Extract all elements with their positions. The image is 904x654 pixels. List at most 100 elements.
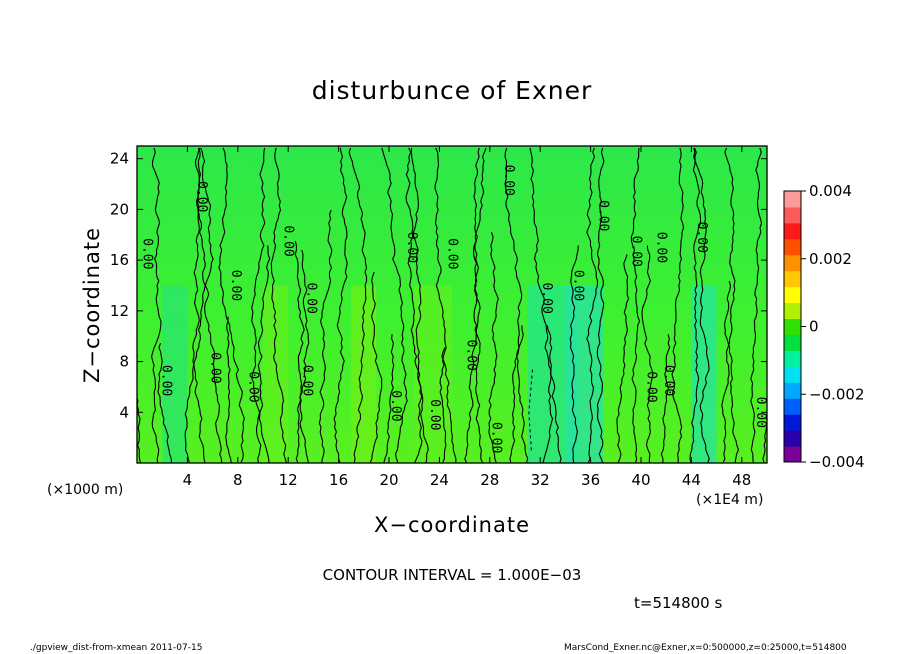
x-tick-label: 36 bbox=[581, 471, 600, 489]
contour-label: 0.00 bbox=[194, 181, 209, 212]
contour-label: 0.00 bbox=[463, 340, 478, 371]
contour-label: 0.00 bbox=[445, 238, 460, 269]
contour-label: 0.00 bbox=[300, 365, 315, 396]
y-tick-label: 16 bbox=[110, 251, 129, 269]
contour-line bbox=[529, 147, 554, 463]
contour-label: 0.00 bbox=[158, 365, 173, 396]
y-tick-label: 20 bbox=[110, 200, 129, 218]
contour-label: 0.00 bbox=[644, 371, 659, 402]
y-axis-label: Z−coordinate bbox=[80, 227, 104, 383]
y-tick-label: 12 bbox=[110, 302, 129, 320]
colorbar-tick-label: 0 bbox=[809, 318, 819, 336]
contour-line bbox=[348, 147, 368, 463]
contour-line bbox=[464, 147, 481, 463]
contour-line bbox=[596, 147, 605, 463]
contour-label: 0.00 bbox=[281, 225, 296, 256]
contour-line bbox=[157, 343, 172, 463]
colorbar-swatch bbox=[784, 446, 801, 463]
plot-frame bbox=[136, 145, 768, 464]
contour-label: 0.00 bbox=[654, 232, 669, 263]
contour-line bbox=[218, 147, 232, 463]
colorbar-swatch bbox=[784, 318, 801, 335]
colorbar-swatch bbox=[784, 366, 801, 383]
y-tick-label: 4 bbox=[119, 403, 129, 421]
x-tick-label: 24 bbox=[430, 471, 449, 489]
contour-line bbox=[251, 147, 270, 463]
colorbar-swatch bbox=[784, 254, 801, 272]
contour-line bbox=[641, 245, 654, 463]
contour-line bbox=[151, 147, 162, 463]
contour-label: 0.00 bbox=[539, 283, 554, 314]
contour-line bbox=[434, 147, 447, 463]
contour-line-negative bbox=[528, 367, 534, 451]
contour-line bbox=[192, 147, 206, 463]
field-anomaly bbox=[565, 285, 604, 463]
contour-line bbox=[137, 337, 142, 463]
contour-line bbox=[488, 232, 499, 463]
colorbar-swatch bbox=[784, 206, 801, 224]
contour-line bbox=[671, 147, 685, 463]
contour-line bbox=[616, 254, 630, 463]
footer-script-info: ./gpview_dist-from-xmean 2011-07-15 bbox=[30, 643, 203, 653]
contour-label: 0.00 bbox=[628, 236, 643, 267]
colorbar-swatch bbox=[784, 350, 801, 367]
x-axis-scale-note: (×1E4 m) bbox=[696, 492, 764, 508]
contour-line bbox=[660, 334, 671, 463]
contour-label: 0.00 bbox=[694, 222, 709, 253]
colorbar-tick-label: 0.004 bbox=[809, 182, 852, 200]
colorbar-swatch bbox=[784, 334, 801, 351]
contour-label: 0.00 bbox=[489, 422, 504, 453]
x-tick-label: 44 bbox=[682, 471, 701, 489]
x-tick-label: 32 bbox=[531, 471, 550, 489]
contour-line bbox=[200, 147, 223, 463]
contour-line bbox=[693, 147, 710, 463]
x-tick-label: 20 bbox=[379, 471, 398, 489]
colorbar-swatch bbox=[784, 302, 801, 320]
contour-label: 0.00 bbox=[303, 283, 318, 314]
chart-title: disturbunce of Exner bbox=[311, 76, 593, 105]
colorbar-swatch bbox=[784, 270, 801, 288]
contour-label: 0.00 bbox=[661, 365, 676, 396]
contour-line bbox=[721, 147, 736, 463]
contour-label: 0.00 bbox=[753, 397, 768, 428]
x-tick-label: 28 bbox=[480, 471, 499, 489]
colorbar-tick-label: −0.004 bbox=[809, 453, 865, 471]
contour-line bbox=[381, 147, 408, 463]
x-axis-label: X−coordinate bbox=[374, 513, 530, 537]
y-tick-label: 8 bbox=[119, 353, 129, 371]
x-tick-label: 48 bbox=[732, 471, 751, 489]
contour-label: 0.00 bbox=[228, 270, 243, 301]
contour-line bbox=[318, 209, 333, 463]
contour-label: 0.00 bbox=[571, 270, 586, 301]
colorbar-swatch bbox=[784, 238, 801, 256]
contour-line bbox=[227, 316, 245, 463]
contour-line bbox=[184, 147, 206, 463]
contour-line bbox=[299, 249, 310, 463]
contour-label: 0.00 bbox=[140, 238, 155, 269]
time-stamp: t=514800 s bbox=[634, 594, 723, 612]
contour-line bbox=[369, 272, 383, 463]
x-tick-label: 12 bbox=[279, 471, 298, 489]
x-tick-label: 4 bbox=[183, 471, 193, 489]
contour-interval-note: CONTOUR INTERVAL = 1.000E−03 bbox=[322, 566, 582, 584]
colorbar-swatch bbox=[784, 222, 801, 240]
field-anomaly bbox=[263, 285, 289, 463]
y-tick-label: 24 bbox=[110, 150, 129, 168]
colorbar: 0.004 0.002 0 −0.002 −0.004 bbox=[783, 182, 865, 471]
colorbar-tick-label: −0.002 bbox=[809, 385, 865, 403]
contour-line bbox=[630, 147, 641, 463]
contour-line bbox=[270, 147, 288, 463]
contour-label: 0.00 bbox=[404, 232, 419, 263]
contour-line bbox=[441, 347, 457, 463]
colorbar-swatch bbox=[784, 191, 801, 208]
colorbar-swatch bbox=[784, 286, 801, 304]
plot-area: 0.000.000.000.000.000.000.000.000.000.00… bbox=[137, 146, 768, 463]
contour-label: 0.00 bbox=[501, 165, 516, 196]
colorbar-tick-label: 0.002 bbox=[809, 250, 852, 268]
colorbar-swatch bbox=[784, 382, 801, 399]
x-axis-unit: (×1000 m) bbox=[47, 482, 124, 498]
contour-label: 0.00 bbox=[427, 399, 442, 430]
contour-label: 0.00 bbox=[208, 352, 223, 383]
